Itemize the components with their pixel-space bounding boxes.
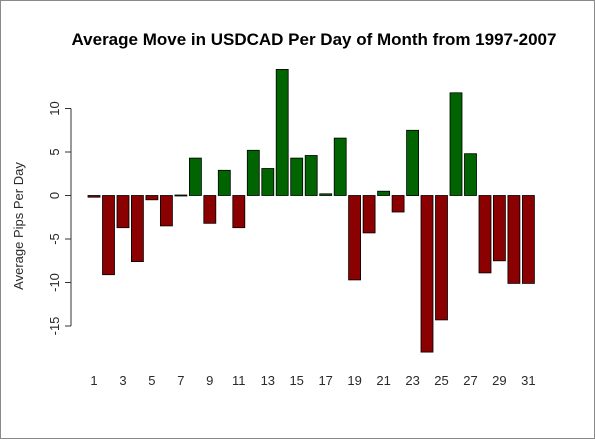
- bar-day-11: [232, 195, 246, 229]
- bar-day-9: [203, 195, 217, 224]
- x-tick-label: 3: [119, 373, 126, 388]
- bar-day-31: [522, 195, 535, 284]
- bar-day-8: [188, 157, 202, 196]
- bars: [87, 69, 535, 353]
- bar-day-15: [290, 157, 304, 196]
- x-tick-label: 7: [177, 373, 184, 388]
- bar-day-13: [261, 168, 275, 196]
- bar-day-2: [102, 195, 115, 276]
- y-tick-label: 5: [47, 148, 62, 155]
- y-tick-label: 10: [47, 101, 62, 115]
- bar-day-3: [116, 195, 130, 229]
- x-tick-label: 29: [492, 373, 506, 388]
- x-tick-label: 13: [261, 373, 275, 388]
- x-axis-labels: 1 3 5 7 9 11 13 15 17 19 21 23 25 27 29 31: [90, 373, 535, 388]
- bar-day-20: [362, 195, 376, 234]
- bar-day-12: [246, 149, 260, 196]
- bar-day-18: [333, 137, 347, 196]
- y-axis: -15 -10 -5 0 5 10: [47, 101, 72, 336]
- bar-day-1: [87, 195, 101, 198]
- bar-day-14: [275, 69, 289, 196]
- x-tick-label: 11: [232, 373, 246, 388]
- x-tick-label: 21: [376, 373, 390, 388]
- x-tick-label: 19: [347, 373, 361, 388]
- y-tick-label: 0: [47, 192, 62, 199]
- x-tick-label: 15: [289, 373, 303, 388]
- x-tick-label: 1: [90, 373, 97, 388]
- bar-day-6: [159, 195, 173, 227]
- x-tick-label: 9: [206, 373, 213, 388]
- bar-day-23: [406, 129, 420, 197]
- y-tick-label: -5: [47, 233, 62, 245]
- x-tick-label: 31: [521, 373, 535, 388]
- bar-day-27: [464, 153, 477, 196]
- x-tick-label: 23: [405, 373, 419, 388]
- chart-title: Average Move in USDCAD Per Day of Month …: [72, 30, 557, 49]
- bar-day-19: [348, 195, 362, 281]
- y-tick-label: -10: [47, 273, 62, 292]
- bar-day-17: [319, 193, 333, 196]
- bar-day-4: [130, 195, 144, 262]
- bar-day-16: [304, 155, 318, 196]
- x-tick-label: 27: [463, 373, 477, 388]
- x-tick-label: 17: [318, 373, 332, 388]
- bar-day-28: [478, 195, 492, 274]
- bar-day-7: [174, 194, 188, 197]
- bar-day-29: [492, 195, 506, 262]
- x-tick-label: 25: [434, 373, 448, 388]
- bar-day-21: [377, 190, 391, 196]
- bar-day-24: [420, 195, 434, 353]
- bar-day-30: [507, 195, 521, 284]
- bar-day-22: [391, 195, 405, 213]
- bar-day-5: [145, 195, 159, 201]
- y-tick-label: -15: [47, 317, 62, 336]
- bar-day-25: [435, 195, 448, 321]
- bar-day-10: [217, 169, 231, 196]
- bar-day-26: [449, 92, 463, 196]
- y-axis-label: Average Pips Per Day: [11, 162, 26, 290]
- x-tick-label: 5: [148, 373, 155, 388]
